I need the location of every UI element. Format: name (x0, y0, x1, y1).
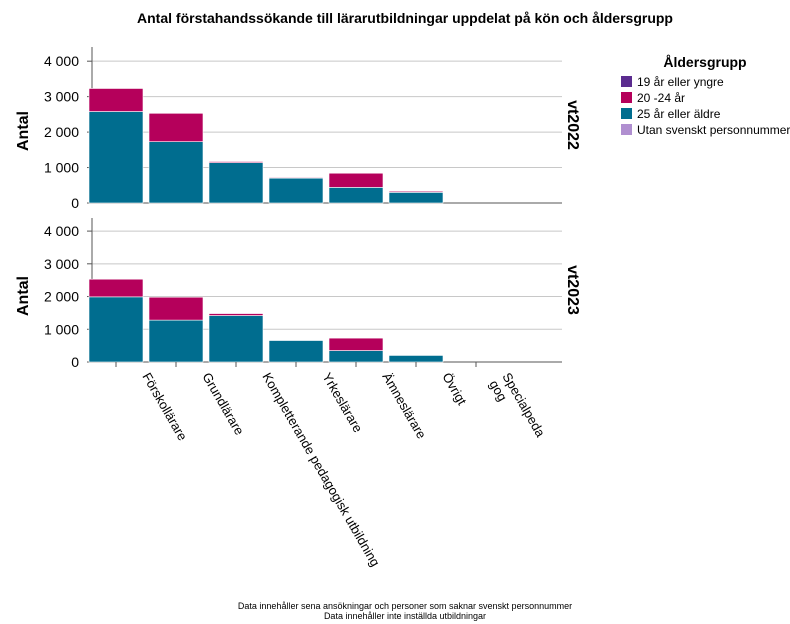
legend-label: Utan svenskt personnummer (637, 123, 790, 137)
y-axis-label: Antal (15, 276, 32, 316)
y-tick-label: 2 000 (44, 124, 79, 140)
legend-title: Åldersgrupp (663, 54, 746, 70)
bar-segment (268, 177, 324, 204)
chart-title: Antal förstahandssökande till lärarutbil… (137, 10, 673, 26)
y-tick-label: 4 000 (44, 223, 79, 239)
legend-label: 25 år eller äldre (637, 107, 721, 121)
panel-vt2022: 0 1 000 2 000 3 000 4 000 Antal vt2022 (15, 47, 581, 211)
x-tick-label: Grundlärare (199, 370, 247, 438)
footnote-2: Data innehåller inte inställda utbildnin… (324, 611, 486, 621)
panel-vt2023: 0 1 000 2 000 3 000 4 000 Antal vt2023 (15, 218, 581, 370)
x-tick-label: Övrigt (439, 370, 470, 408)
x-tick-label: Ämneslärare (379, 370, 429, 441)
x-tick-label: Förskollärare (139, 370, 190, 443)
y-axis-label: Antal (15, 111, 32, 151)
bar-segment (88, 88, 144, 112)
bar-segment (148, 113, 204, 142)
bar-segment (148, 296, 204, 321)
x-tick-label: Kompletterande pedagogisk utbildning (259, 370, 383, 569)
panel-label: vt2022 (564, 100, 581, 150)
legend-swatch (621, 124, 632, 135)
y-tick-label: 4 000 (44, 53, 79, 69)
y-tick-label: 0 (71, 195, 79, 211)
bar-segment (208, 313, 264, 316)
bar-segment (388, 191, 444, 193)
bar-segment (328, 337, 384, 351)
bar-segment (148, 141, 204, 204)
y-tick-label: 1 000 (44, 321, 79, 337)
bar-segment (388, 355, 444, 363)
y-tick-label: 3 000 (44, 256, 79, 272)
legend-label: 19 år eller yngre (637, 75, 724, 89)
bar-segment (328, 172, 384, 188)
x-tick-label: Yrkeslärare (319, 370, 365, 435)
legend-swatch (621, 76, 632, 87)
y-tick-label: 0 (71, 354, 79, 370)
bar-segment (268, 177, 324, 179)
y-tick-label: 2 000 (44, 289, 79, 305)
bar-segment (88, 111, 144, 204)
bar-segment (328, 350, 384, 363)
panel-label: vt2023 (564, 265, 581, 315)
category-labels: Förskollärare Grundlärare Kompletterande p… (115, 362, 549, 569)
bar-segment (268, 340, 324, 363)
x-tick-label: Specialpedagog (486, 370, 548, 448)
bar-segment (208, 161, 264, 163)
bar-segment (148, 319, 204, 363)
bar-segment (388, 192, 444, 204)
legend: Åldersgrupp 19 år eller yngre 20 -24 år 25… (621, 54, 790, 137)
bar-segment (88, 278, 144, 298)
bar-segment (88, 296, 144, 363)
footnote-1: Data innehåller sena ansökningar och per… (238, 601, 572, 611)
panels: 0 1 000 2 000 3 000 4 000 Antal vt2022 0 1 000 2 … (15, 47, 581, 370)
bar-segment (208, 315, 264, 363)
legend-swatch (621, 108, 632, 119)
legend-swatch (621, 92, 632, 103)
y-tick-label: 1 000 (44, 160, 79, 176)
bar-segment (328, 187, 384, 204)
y-tick-label: 3 000 (44, 89, 79, 105)
legend-label: 20 -24 år (637, 91, 685, 105)
bar-segment (208, 162, 264, 204)
